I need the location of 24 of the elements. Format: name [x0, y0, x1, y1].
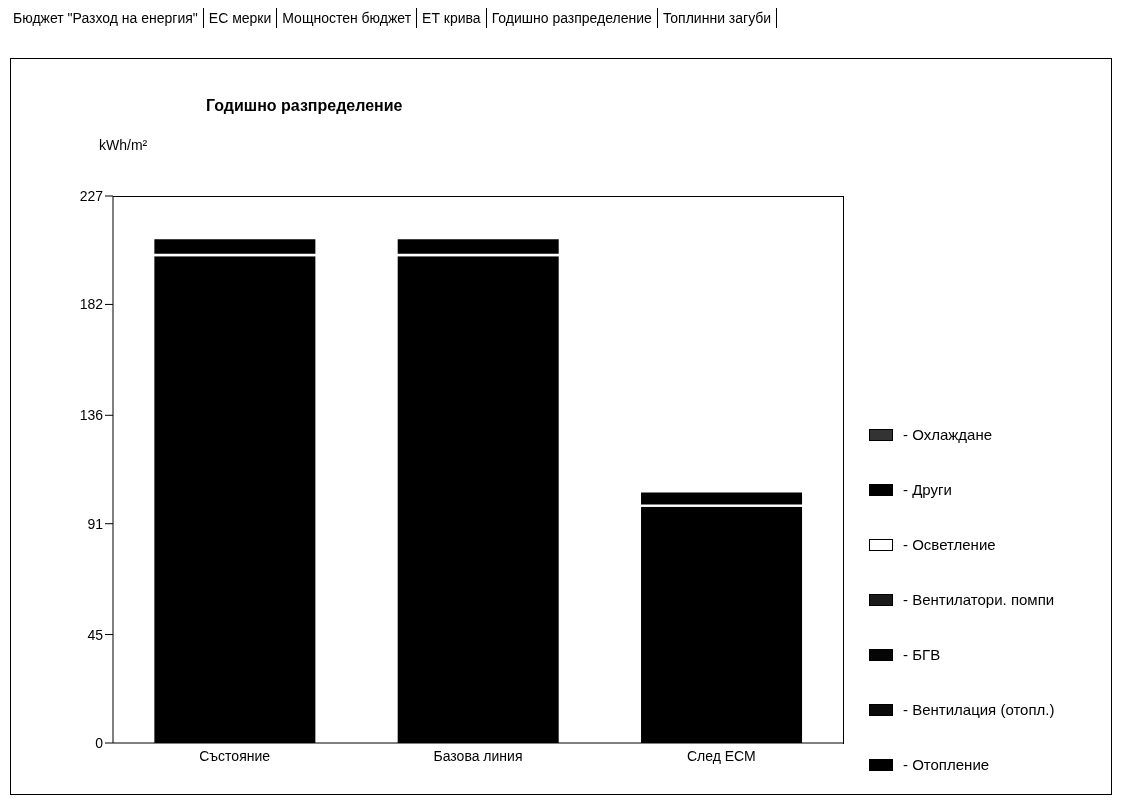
text: Мощностен бюджет	[277, 8, 418, 28]
y-tick-label: 227	[79, 187, 104, 204]
legend-label: - Вентилация (отопл.)	[903, 701, 1055, 718]
y-tick-label: 91	[87, 515, 104, 532]
y-axis-title: kWh/m²	[99, 137, 148, 153]
legend-label: - Отопление	[903, 756, 990, 773]
y-tick-label: 136	[79, 407, 104, 424]
legend-label: - Вентилатори. помпи	[903, 591, 1055, 608]
text: Бюджет "Разход на енергия"	[8, 8, 204, 28]
chart-title: Годишно разпределение	[206, 97, 403, 115]
x-tick-label: След ЕСМ	[686, 747, 756, 764]
y-tick-label: 0	[95, 734, 104, 751]
x-tick-label: Състояние	[199, 747, 271, 764]
legend-label: - БГВ	[903, 646, 941, 663]
text: ЕС мерки	[203, 8, 278, 28]
legend-label: - Осветление	[903, 536, 996, 553]
text: Топлинни загуби	[657, 8, 778, 28]
legend-label: - Охлаждане	[903, 426, 993, 443]
y-tick-label: 45	[87, 626, 104, 643]
x-tick-label: Базова линия	[433, 747, 523, 764]
legend-label: - Други	[903, 481, 952, 498]
y-tick-label: 182	[79, 296, 104, 313]
text: ЕТ крива	[417, 8, 487, 28]
text: Годишно разпределение	[486, 8, 658, 28]
